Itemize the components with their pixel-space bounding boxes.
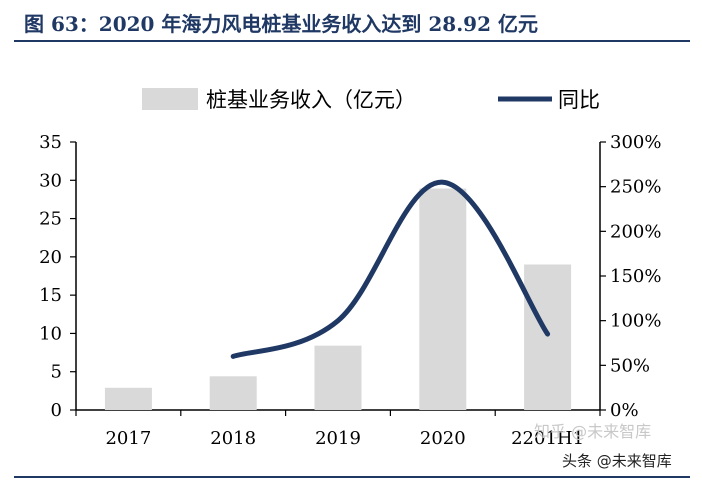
chart-title: 图 63：2020 年海力风电桩基业务收入达到 28.92 亿元 — [24, 12, 538, 36]
y-left-tick-label: 15 — [39, 285, 62, 306]
bottom-rule — [14, 476, 690, 478]
bars — [104, 188, 572, 410]
bar-2019 — [314, 345, 362, 410]
y-right-tick-label: 200% — [610, 221, 661, 242]
line-series — [230, 179, 551, 359]
y-left-tick-label: 35 — [39, 132, 62, 153]
bar-2017 — [104, 387, 152, 410]
y-right-tick-label: 50% — [610, 355, 650, 376]
legend-bar-label: 桩基业务收入（亿元） — [206, 88, 416, 112]
legend-line-label: 同比 — [558, 88, 600, 112]
legend: 桩基业务收入（亿元） 同比 — [142, 88, 600, 112]
y-left-tick-label: 25 — [39, 209, 62, 230]
yoy-line — [230, 179, 551, 359]
x-tick-label: 2018 — [210, 428, 256, 449]
y-left-tick-label: 10 — [39, 323, 62, 344]
bar-2201H1 — [524, 264, 572, 410]
y-left-tick-label: 5 — [51, 362, 62, 383]
x-tick-label: 2019 — [315, 428, 361, 449]
y-left-tick-label: 20 — [39, 247, 62, 268]
y-left-tick-labels: 0 5 10 15 20 25 30 35 — [39, 132, 76, 421]
bar-2018 — [209, 376, 257, 410]
watermark-secondary: 头条 @未来智库 — [562, 452, 672, 470]
y-right-tick-label: 0% — [610, 400, 639, 421]
title-rule — [14, 40, 690, 42]
y-right-tick-label: 250% — [610, 177, 661, 198]
legend-bar-swatch — [142, 88, 198, 110]
y-right-tick-label: 300% — [610, 132, 661, 153]
y-left-tick-label: 30 — [39, 170, 62, 191]
y-left-tick-label: 0 — [51, 400, 62, 421]
x-tick-label: 2017 — [105, 428, 151, 449]
y-right-tick-labels: 0% 50% 100% 150% 200% 250% 300% — [600, 132, 661, 421]
y-right-tick-label: 150% — [610, 266, 661, 287]
x-tick-label: 2020 — [420, 428, 466, 449]
watermark: 知乎 @未来智库 — [534, 422, 652, 441]
bar-2020 — [419, 188, 467, 410]
x-tick-labels: 2017 2018 2019 2020 2201H1 — [75, 410, 601, 449]
y-right-tick-label: 100% — [610, 311, 661, 332]
x-tick-label: 2201H1 — [511, 428, 584, 449]
